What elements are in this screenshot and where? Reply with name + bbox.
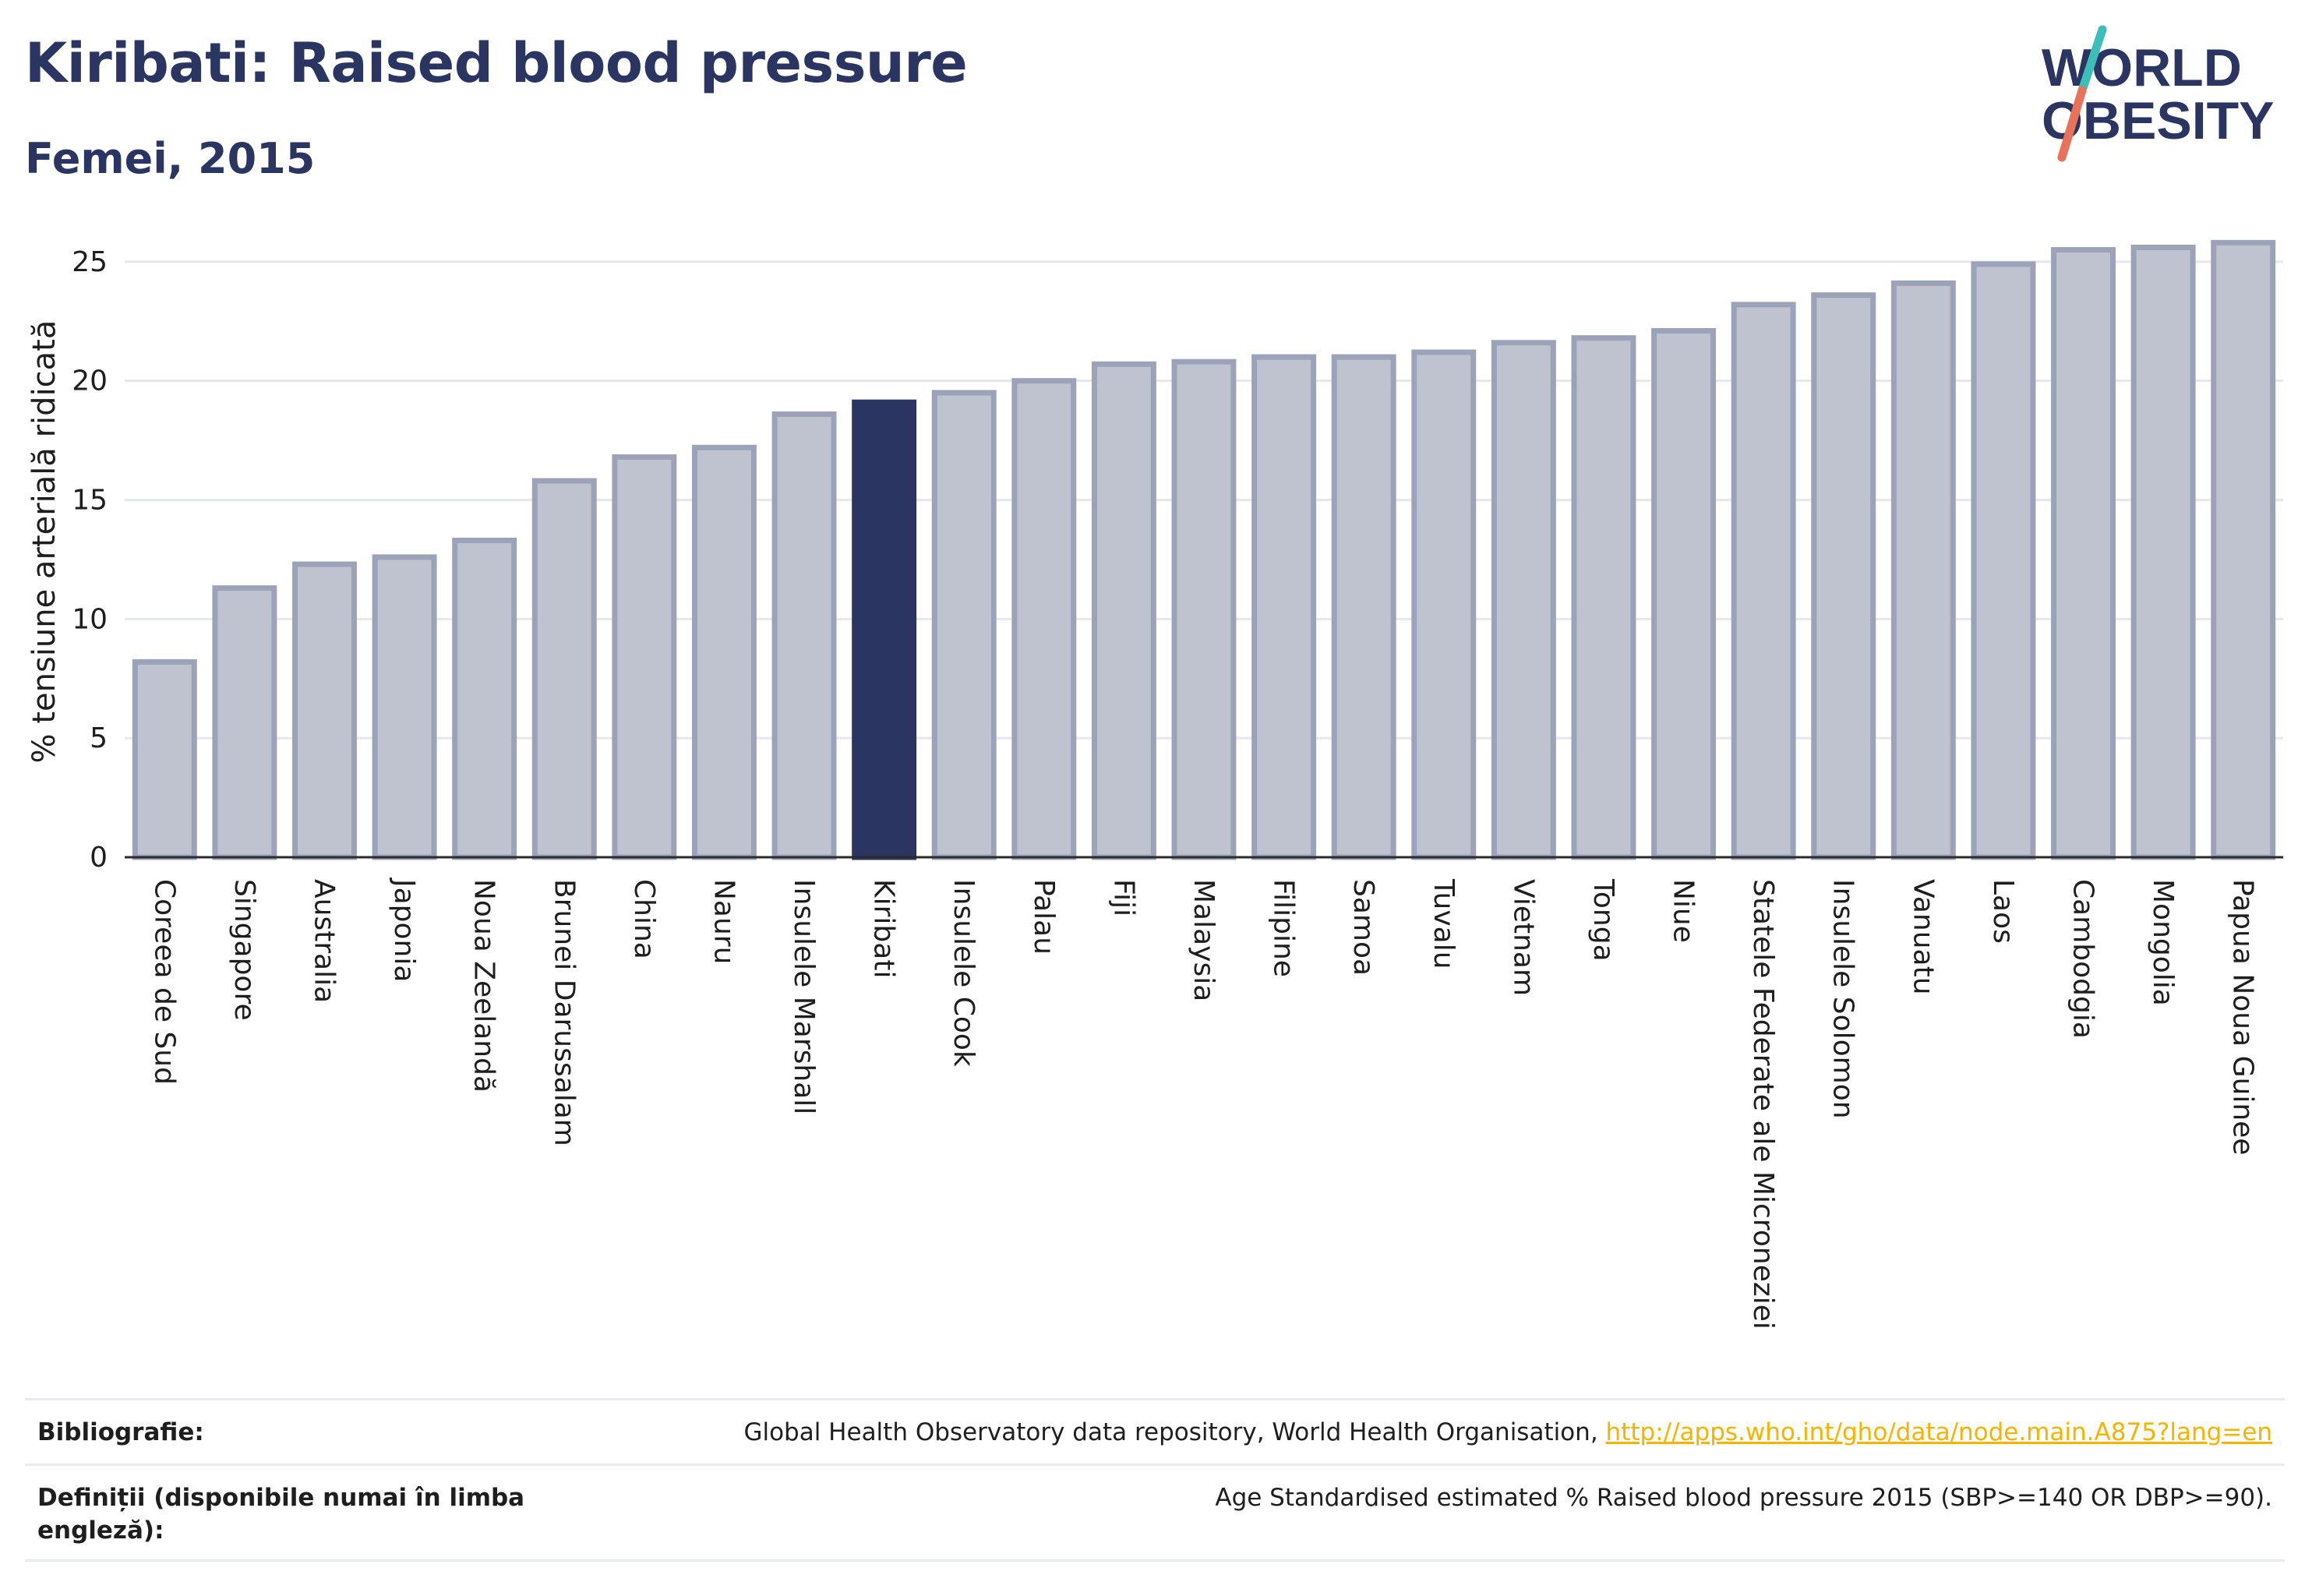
bar[interactable] (771, 411, 837, 860)
bar[interactable] (212, 585, 277, 860)
world-obesity-logo: WORLD OBESITY (2042, 25, 2275, 162)
bar[interactable] (372, 554, 437, 860)
x-axis-ticks: Coreea de Sud Singapore Australia Japonia No… (148, 877, 2258, 1329)
bibliography-text: Global Health Observatory data repositor… (743, 1418, 1606, 1446)
x-tick-label: China (628, 879, 660, 959)
footer-definitions: Definiții (disponibile numai în limba en… (25, 1464, 2285, 1562)
bar[interactable] (1251, 354, 1317, 860)
x-tick-label: Tuvalu (1428, 878, 1460, 969)
bar[interactable] (2051, 247, 2116, 860)
bar[interactable] (1571, 335, 1636, 860)
x-tick-label: Niue (1668, 879, 1700, 943)
x-tick-label: Statele Federate ale Microneziei (1747, 879, 1779, 1329)
bar[interactable] (931, 390, 997, 860)
x-tick-label: Tonga (1587, 878, 1619, 962)
bar[interactable] (1890, 280, 1956, 860)
x-tick-label: Cambodgia (2067, 879, 2099, 1039)
bar[interactable] (612, 454, 677, 860)
bibliography-value: Global Health Observatory data repositor… (743, 1416, 2272, 1449)
x-tick-label: Vanuatu (1907, 879, 1939, 995)
footer-bibliography: Bibliografie: Global Health Observatory … (25, 1398, 2285, 1466)
bibliography-label: Bibliografie: (37, 1418, 204, 1446)
y-tick-label: 0 (90, 842, 108, 874)
bar[interactable] (1491, 340, 1556, 860)
y-tick-label: 25 (72, 246, 108, 278)
bar[interactable] (1331, 354, 1396, 860)
x-tick-label: Singapore (228, 879, 260, 1021)
logo-text-world: WORLD (2042, 38, 2242, 97)
y-tick-label: 15 (72, 485, 108, 517)
definitions-value: Age Standardised estimated % Raised bloo… (1215, 1484, 2272, 1512)
bar[interactable] (691, 444, 757, 860)
y-tick-label: 5 (90, 722, 108, 754)
bars (132, 239, 2276, 860)
bar[interactable] (1091, 361, 1156, 860)
x-tick-label: Palau (1028, 879, 1060, 955)
x-tick-label: Malaysia (1188, 879, 1220, 1001)
y-axis-ticks: 0 5 10 15 20 25 (72, 246, 108, 874)
x-tick-label: Coreea de Sud (148, 879, 180, 1085)
x-tick-label: Australia (308, 879, 340, 1003)
bar[interactable] (1171, 358, 1237, 860)
x-tick-label: Japonia (388, 877, 420, 982)
bar[interactable] (1411, 349, 1477, 860)
bar[interactable] (2211, 239, 2276, 860)
x-tick-label: Kiribati (868, 879, 900, 978)
bar-chart: 0 5 10 15 20 25 Coreea de Sud Singapore Austral… (26, 239, 2283, 1329)
y-tick-label: 10 (72, 603, 108, 635)
bar[interactable] (132, 659, 197, 860)
x-tick-label: Filipine (1268, 879, 1300, 977)
y-axis-label: % tensiune arterială ridicată (26, 320, 62, 764)
logo-slash-teal (2077, 25, 2107, 95)
x-tick-label: Insulele Marshall (788, 879, 820, 1114)
bar[interactable] (2130, 245, 2196, 860)
x-tick-label: Laos (1987, 879, 2019, 944)
bar[interactable] (1651, 327, 1717, 860)
x-tick-label: Vietnam (1507, 879, 1539, 996)
x-tick-label: Samoa (1347, 879, 1379, 976)
y-tick-label: 20 (72, 365, 108, 397)
x-tick-label: Papua Noua Guinee (2227, 879, 2259, 1155)
chart-title: Kiribati: Raised blood pressure (25, 31, 968, 95)
x-tick-label: Nauru (708, 879, 740, 964)
logo-slash-coral (2057, 86, 2087, 162)
x-tick-label: Brunei Darussalam (548, 879, 580, 1146)
chart-subtitle: Femei, 2015 (25, 134, 316, 183)
x-tick-label: Mongolia (2147, 879, 2179, 1006)
bar[interactable] (1011, 378, 1077, 860)
x-tick-label: Noua Zeelandă (468, 879, 500, 1093)
bar[interactable] (1811, 292, 1876, 860)
x-tick-label: Fiji (1107, 879, 1139, 916)
bar[interactable] (1971, 261, 2036, 860)
x-tick-label: Insulele Solomon (1827, 879, 1859, 1119)
bar[interactable] (1731, 302, 1796, 860)
bar-highlight[interactable] (852, 399, 917, 860)
bar[interactable] (531, 478, 597, 860)
definitions-label: Definiții (disponibile numai în limba en… (37, 1484, 525, 1545)
bibliography-link[interactable]: http://apps.who.int/gho/data/node.main.A… (1605, 1418, 2272, 1446)
x-tick-label: Insulele Cook (948, 879, 980, 1067)
bar[interactable] (452, 537, 517, 860)
bar[interactable] (292, 561, 357, 860)
